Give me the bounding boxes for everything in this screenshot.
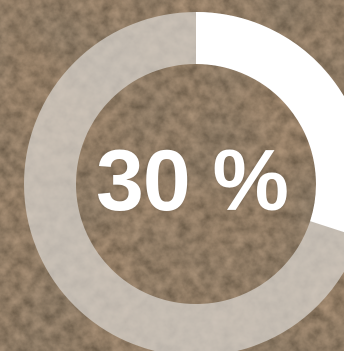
progress-percent-label: 30 % [96, 133, 289, 229]
progress-fill [195, 12, 344, 233]
